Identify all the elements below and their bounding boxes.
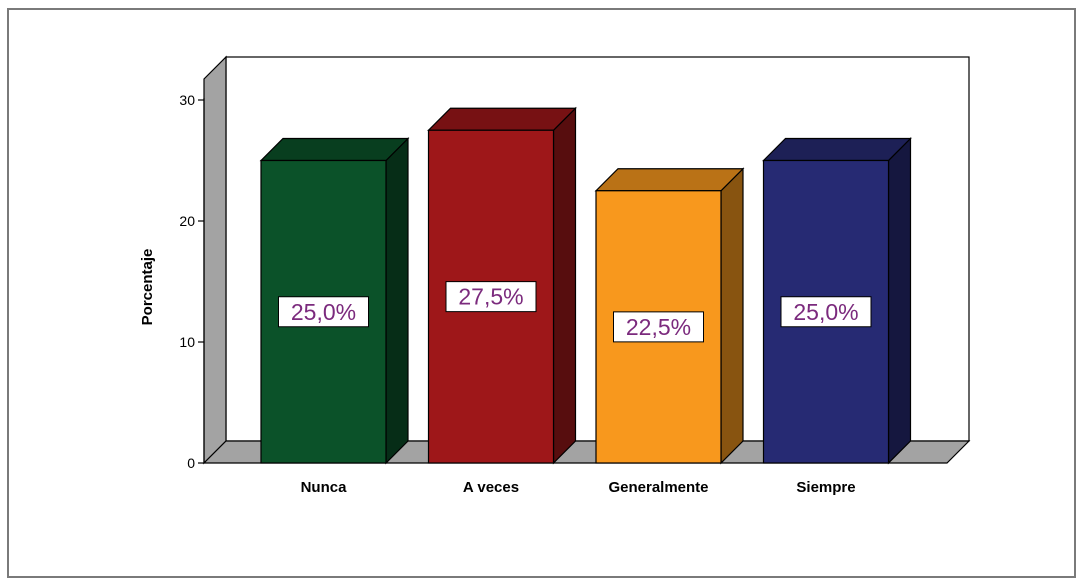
data-label-box bbox=[613, 311, 704, 343]
bars: 25,0% 27,5% 22,5% 25,0% bbox=[259, 106, 912, 465]
x-category-label: A veces bbox=[463, 479, 519, 496]
bar-side bbox=[385, 137, 409, 465]
bar-top bbox=[259, 137, 410, 162]
data-label-box bbox=[278, 296, 369, 328]
data-label-text: 22,5% bbox=[626, 314, 691, 340]
bar-generalmente: 22,5% bbox=[594, 167, 745, 465]
data-label-box bbox=[445, 281, 537, 313]
data-label-text: 25,0% bbox=[793, 299, 858, 325]
bar-a-veces: 27,5% bbox=[427, 106, 577, 465]
data-label-box bbox=[780, 296, 872, 328]
x-category-label: Siempre bbox=[796, 479, 855, 496]
bar-top bbox=[427, 107, 577, 131]
data-label-text: 25,0% bbox=[291, 299, 356, 325]
y-tick-label: 0 bbox=[187, 455, 195, 471]
bar-side bbox=[887, 137, 912, 465]
bar-top bbox=[762, 137, 912, 162]
bar-side bbox=[720, 167, 744, 465]
bar-nunca: 25,0% bbox=[259, 137, 410, 465]
data-label: 22,5% bbox=[613, 311, 704, 343]
y-tick-label: 20 bbox=[179, 213, 195, 229]
x-category-label: Generalmente bbox=[608, 479, 708, 496]
category-labels: Nunca A veces Generalmente Siempre bbox=[301, 479, 856, 496]
y-axis: 0 10 20 30 bbox=[179, 92, 205, 471]
data-label: 25,0% bbox=[780, 296, 872, 328]
y-axis-title: Porcentaje bbox=[139, 249, 156, 326]
x-category-label: Nunca bbox=[301, 479, 348, 496]
y-tick-label: 10 bbox=[179, 334, 195, 350]
bar-top bbox=[594, 168, 745, 192]
bar-side bbox=[552, 106, 577, 465]
data-label-text: 27,5% bbox=[458, 284, 523, 310]
data-label: 27,5% bbox=[445, 281, 537, 313]
y-tick-label: 30 bbox=[179, 92, 195, 108]
data-label: 25,0% bbox=[278, 296, 369, 328]
bar-siempre: 25,0% bbox=[762, 137, 912, 465]
side-wall bbox=[203, 55, 227, 465]
